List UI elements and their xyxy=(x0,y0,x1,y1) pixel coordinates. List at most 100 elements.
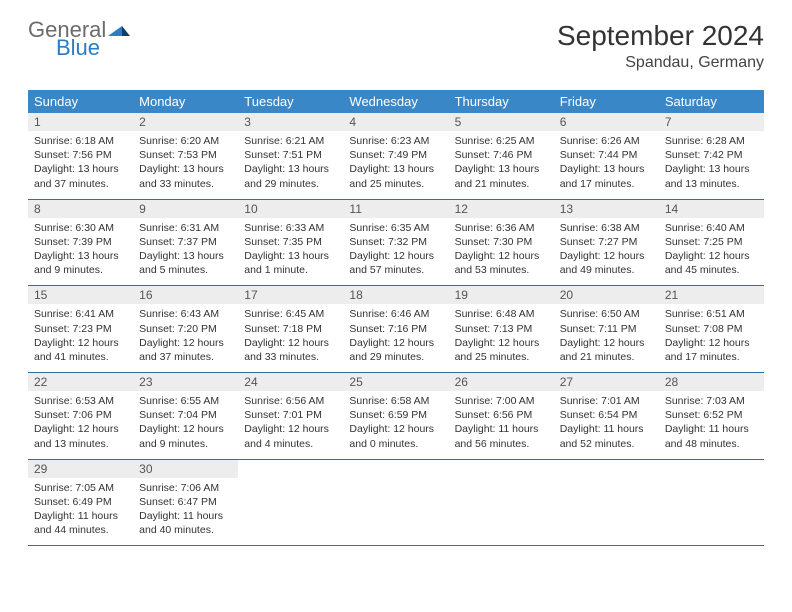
day-number-cell: 6 xyxy=(554,113,659,131)
sunset-text: Sunset: 7:04 PM xyxy=(139,408,232,422)
day-data-row: Sunrise: 6:53 AMSunset: 7:06 PMDaylight:… xyxy=(28,391,764,459)
sunset-text: Sunset: 7:30 PM xyxy=(455,235,548,249)
daylight-text: Daylight: 11 hours xyxy=(34,509,127,523)
day-data-cell: Sunrise: 6:31 AMSunset: 7:37 PMDaylight:… xyxy=(133,218,238,286)
daylight-text: and 44 minutes. xyxy=(34,523,127,537)
daylight-text: and 49 minutes. xyxy=(560,263,653,277)
daylight-text: Daylight: 13 hours xyxy=(139,162,232,176)
daylight-text: and 5 minutes. xyxy=(139,263,232,277)
title-block: September 2024 Spandau, Germany xyxy=(557,20,764,72)
sunset-text: Sunset: 6:52 PM xyxy=(665,408,758,422)
sunset-text: Sunset: 7:27 PM xyxy=(560,235,653,249)
day-data-cell: Sunrise: 6:53 AMSunset: 7:06 PMDaylight:… xyxy=(28,391,133,459)
daylight-text: and 13 minutes. xyxy=(34,437,127,451)
day-number-cell: 5 xyxy=(449,113,554,131)
day-number-cell: 22 xyxy=(28,373,133,392)
daylight-text: and 1 minute. xyxy=(244,263,337,277)
sunrise-text: Sunrise: 7:03 AM xyxy=(665,394,758,408)
sunrise-text: Sunrise: 6:35 AM xyxy=(349,221,442,235)
sunrise-text: Sunrise: 6:31 AM xyxy=(139,221,232,235)
sunset-text: Sunset: 7:53 PM xyxy=(139,148,232,162)
sunrise-text: Sunrise: 6:43 AM xyxy=(139,307,232,321)
weekday-header: Wednesday xyxy=(343,90,448,113)
sunrise-text: Sunrise: 6:23 AM xyxy=(349,134,442,148)
brand-text: General Blue xyxy=(28,20,130,59)
day-data-cell: Sunrise: 6:48 AMSunset: 7:13 PMDaylight:… xyxy=(449,304,554,372)
day-data-cell: Sunrise: 7:05 AMSunset: 6:49 PMDaylight:… xyxy=(28,478,133,546)
weekday-header: Tuesday xyxy=(238,90,343,113)
day-data-cell: Sunrise: 6:21 AMSunset: 7:51 PMDaylight:… xyxy=(238,131,343,199)
day-number-cell: 9 xyxy=(133,199,238,218)
day-number-cell: 29 xyxy=(28,459,133,478)
day-number-cell xyxy=(449,459,554,478)
day-data-cell: Sunrise: 7:06 AMSunset: 6:47 PMDaylight:… xyxy=(133,478,238,546)
day-number-cell: 18 xyxy=(343,286,448,305)
day-data-cell: Sunrise: 7:01 AMSunset: 6:54 PMDaylight:… xyxy=(554,391,659,459)
daylight-text: and 41 minutes. xyxy=(34,350,127,364)
sunset-text: Sunset: 7:11 PM xyxy=(560,322,653,336)
day-number-cell: 1 xyxy=(28,113,133,131)
day-number-row: 1234567 xyxy=(28,113,764,131)
sunset-text: Sunset: 7:01 PM xyxy=(244,408,337,422)
sunrise-text: Sunrise: 6:33 AM xyxy=(244,221,337,235)
daylight-text: Daylight: 12 hours xyxy=(244,336,337,350)
day-data-cell xyxy=(554,478,659,546)
day-data-cell: Sunrise: 7:00 AMSunset: 6:56 PMDaylight:… xyxy=(449,391,554,459)
sunrise-text: Sunrise: 6:21 AM xyxy=(244,134,337,148)
daylight-text: and 29 minutes. xyxy=(349,350,442,364)
daylight-text: Daylight: 13 hours xyxy=(349,162,442,176)
sunrise-text: Sunrise: 6:28 AM xyxy=(665,134,758,148)
daylight-text: Daylight: 12 hours xyxy=(455,336,548,350)
daylight-text: Daylight: 12 hours xyxy=(34,336,127,350)
day-number-cell: 13 xyxy=(554,199,659,218)
daylight-text: and 0 minutes. xyxy=(349,437,442,451)
day-data-cell xyxy=(449,478,554,546)
day-number-cell: 8 xyxy=(28,199,133,218)
sunrise-text: Sunrise: 6:51 AM xyxy=(665,307,758,321)
sunrise-text: Sunrise: 7:06 AM xyxy=(139,481,232,495)
daylight-text: Daylight: 13 hours xyxy=(455,162,548,176)
day-number-cell: 15 xyxy=(28,286,133,305)
day-data-cell: Sunrise: 6:23 AMSunset: 7:49 PMDaylight:… xyxy=(343,131,448,199)
daylight-text: and 9 minutes. xyxy=(139,437,232,451)
sunrise-text: Sunrise: 7:01 AM xyxy=(560,394,653,408)
day-data-row: Sunrise: 6:41 AMSunset: 7:23 PMDaylight:… xyxy=(28,304,764,372)
day-number-cell: 23 xyxy=(133,373,238,392)
daylight-text: and 21 minutes. xyxy=(560,350,653,364)
daylight-text: Daylight: 11 hours xyxy=(665,422,758,436)
day-data-row: Sunrise: 6:18 AMSunset: 7:56 PMDaylight:… xyxy=(28,131,764,199)
daylight-text: Daylight: 13 hours xyxy=(244,249,337,263)
calendar-page: General Blue September 2024 Spandau, Ger… xyxy=(0,0,792,566)
day-data-cell: Sunrise: 6:43 AMSunset: 7:20 PMDaylight:… xyxy=(133,304,238,372)
day-number-cell xyxy=(659,459,764,478)
day-data-cell: Sunrise: 6:38 AMSunset: 7:27 PMDaylight:… xyxy=(554,218,659,286)
day-number-cell: 25 xyxy=(343,373,448,392)
sunset-text: Sunset: 7:35 PM xyxy=(244,235,337,249)
sunset-text: Sunset: 7:51 PM xyxy=(244,148,337,162)
sunset-text: Sunset: 7:46 PM xyxy=(455,148,548,162)
day-number-cell: 20 xyxy=(554,286,659,305)
day-number-cell: 14 xyxy=(659,199,764,218)
day-number-cell: 2 xyxy=(133,113,238,131)
daylight-text: and 17 minutes. xyxy=(560,177,653,191)
daylight-text: Daylight: 13 hours xyxy=(139,249,232,263)
day-data-cell: Sunrise: 6:26 AMSunset: 7:44 PMDaylight:… xyxy=(554,131,659,199)
day-data-cell: Sunrise: 6:28 AMSunset: 7:42 PMDaylight:… xyxy=(659,131,764,199)
sunset-text: Sunset: 7:39 PM xyxy=(34,235,127,249)
sunset-text: Sunset: 7:20 PM xyxy=(139,322,232,336)
daylight-text: and 33 minutes. xyxy=(244,350,337,364)
weekday-header-row: Sunday Monday Tuesday Wednesday Thursday… xyxy=(28,90,764,113)
sunrise-text: Sunrise: 7:00 AM xyxy=(455,394,548,408)
daylight-text: and 29 minutes. xyxy=(244,177,337,191)
day-data-cell: Sunrise: 6:56 AMSunset: 7:01 PMDaylight:… xyxy=(238,391,343,459)
daylight-text: and 25 minutes. xyxy=(455,350,548,364)
day-data-row: Sunrise: 6:30 AMSunset: 7:39 PMDaylight:… xyxy=(28,218,764,286)
day-data-row: Sunrise: 7:05 AMSunset: 6:49 PMDaylight:… xyxy=(28,478,764,546)
sunrise-text: Sunrise: 6:58 AM xyxy=(349,394,442,408)
sunrise-text: Sunrise: 6:55 AM xyxy=(139,394,232,408)
daylight-text: and 56 minutes. xyxy=(455,437,548,451)
day-number-cell xyxy=(238,459,343,478)
sunset-text: Sunset: 6:59 PM xyxy=(349,408,442,422)
daylight-text: and 53 minutes. xyxy=(455,263,548,277)
calendar-table: Sunday Monday Tuesday Wednesday Thursday… xyxy=(28,90,764,546)
